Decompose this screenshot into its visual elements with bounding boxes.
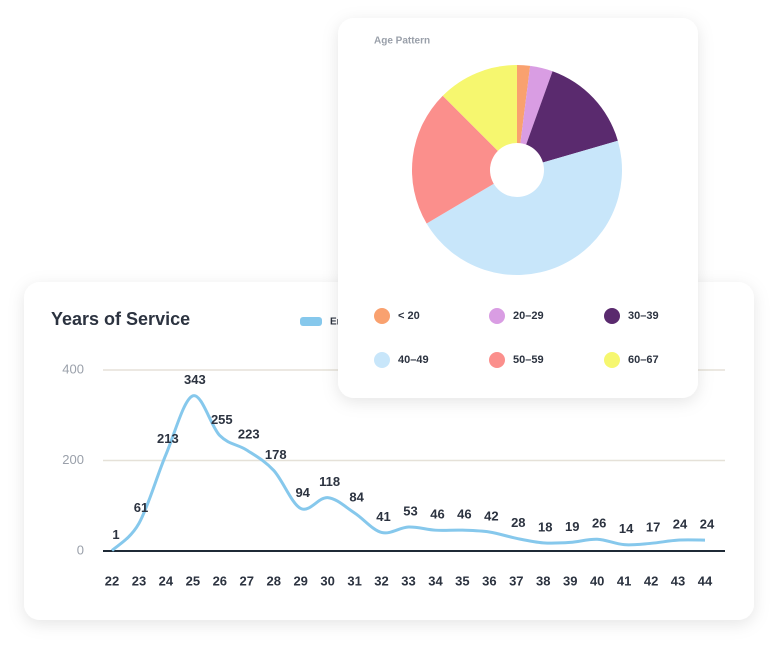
data-label: 46 [457, 507, 471, 522]
x-tick-label: 30 [320, 573, 334, 588]
pie-slice [412, 95, 517, 224]
x-tick-label: 25 [186, 573, 200, 588]
legend-label: 40–49 [398, 354, 429, 366]
legend-label: 30–39 [628, 310, 659, 322]
x-tick-label: 23 [132, 573, 146, 588]
x-tick-label: 22 [105, 573, 119, 588]
x-tick-label: 36 [482, 573, 496, 588]
chart-title: Years of Service [51, 309, 190, 329]
x-tick-label: 38 [536, 573, 550, 588]
x-tick-label: 42 [644, 573, 658, 588]
x-tick-label: 41 [617, 573, 631, 588]
pie-card: Age Pattern < 20 20–29 30–39 40–49 50–59 60–6… [338, 18, 698, 398]
pie-slice [517, 71, 618, 170]
legend-swatch [300, 317, 322, 326]
data-label: 94 [295, 485, 310, 500]
x-tick-label: 32 [374, 573, 388, 588]
data-label: 178 [265, 447, 287, 462]
x-tick-label: 40 [590, 573, 604, 588]
data-label: 24 [673, 517, 688, 532]
x-tick-label: 33 [401, 573, 415, 588]
line-series [110, 394, 706, 552]
data-label: 61 [134, 500, 148, 515]
y-tick-label: 200 [62, 452, 84, 467]
data-label: 28 [511, 515, 525, 530]
data-label: 14 [619, 521, 634, 536]
legend-swatch [604, 352, 620, 368]
x-tick-label: 37 [509, 573, 523, 588]
pie-slice [442, 65, 517, 170]
x-tick-label: 35 [455, 573, 469, 588]
legend-label: 60–67 [628, 354, 659, 366]
pie-slice [517, 65, 553, 170]
data-label: 42 [484, 508, 498, 523]
legend-swatch [374, 308, 390, 324]
data-label: 255 [211, 412, 233, 427]
data-label: 1 [112, 527, 119, 542]
data-label: 223 [238, 427, 260, 442]
data-label: 19 [565, 519, 579, 534]
data-label: 53 [403, 503, 417, 518]
x-tick-label: 44 [698, 573, 713, 588]
legend-swatch [604, 308, 620, 324]
legend-label: 20–29 [513, 310, 544, 322]
x-tick-label: 31 [347, 573, 361, 588]
x-tick-label: 39 [563, 573, 577, 588]
data-label: 41 [376, 509, 390, 524]
y-tick-label: 400 [62, 361, 84, 376]
data-label: 26 [592, 516, 606, 531]
chart-title: Age Pattern [374, 36, 430, 47]
legend-swatch [374, 352, 390, 368]
legend-swatch [489, 352, 505, 368]
y-tick-label: 0 [77, 542, 84, 557]
data-label: 343 [184, 372, 206, 387]
x-tick-label: 28 [266, 573, 280, 588]
legend-label: En [330, 317, 343, 328]
data-label: 46 [430, 507, 444, 522]
legend-swatch [489, 308, 505, 324]
data-label: 24 [700, 517, 715, 532]
legend-label: < 20 [398, 310, 420, 322]
x-tick-label: 27 [240, 573, 254, 588]
data-label: 118 [319, 474, 340, 489]
donut-hole [490, 143, 544, 197]
x-tick-label: 34 [428, 573, 443, 588]
legend-label: 50–59 [513, 354, 544, 366]
x-tick-label: 26 [213, 573, 227, 588]
x-tick-label: 24 [159, 573, 174, 588]
data-label: 17 [646, 520, 660, 535]
data-label: 213 [157, 431, 179, 446]
pie-slice [426, 140, 622, 275]
data-label: 18 [538, 519, 552, 534]
data-label: 84 [349, 489, 364, 504]
x-tick-label: 43 [671, 573, 685, 588]
x-tick-label: 29 [293, 573, 307, 588]
